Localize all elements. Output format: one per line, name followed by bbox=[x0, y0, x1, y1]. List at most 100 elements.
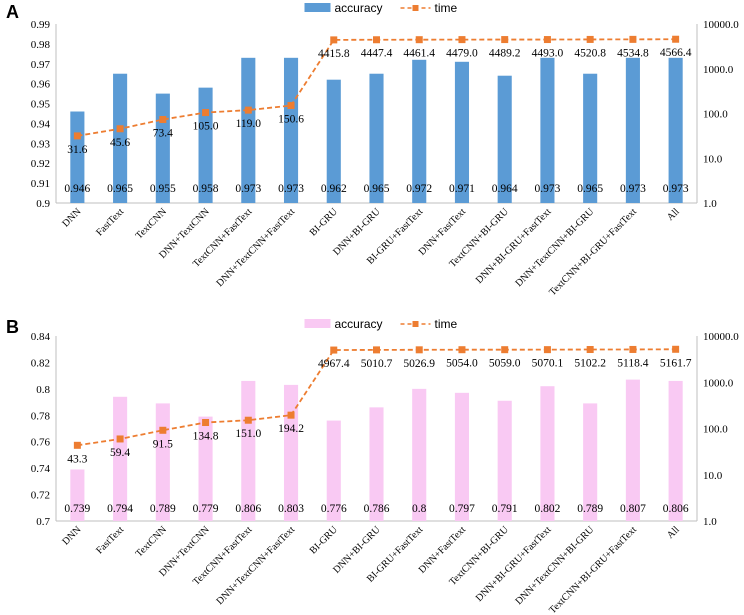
data-label-time: 105.0 bbox=[193, 121, 219, 133]
legend-time-marker bbox=[412, 321, 419, 327]
y-left-tick-label: 0.95 bbox=[31, 99, 51, 111]
bar-accuracy bbox=[369, 73, 384, 203]
bar-accuracy bbox=[155, 403, 170, 521]
legend-accuracy-swatch bbox=[304, 3, 331, 12]
bar-accuracy bbox=[113, 73, 128, 203]
data-label-accuracy: 0.789 bbox=[150, 503, 176, 515]
bar-accuracy bbox=[454, 392, 470, 521]
point-time bbox=[629, 345, 637, 353]
legend-time-marker bbox=[412, 5, 419, 11]
data-label-time: 5059.0 bbox=[489, 358, 521, 370]
x-tick-label: BI-GRU bbox=[308, 524, 341, 557]
data-label-accuracy: 0.962 bbox=[321, 183, 347, 195]
bar-accuracy bbox=[625, 379, 640, 521]
data-label-time: 4520.8 bbox=[574, 47, 606, 59]
y-left-tick-label: 0.93 bbox=[31, 138, 51, 150]
x-tick-label: BI-GRU bbox=[308, 206, 341, 239]
point-time bbox=[159, 116, 167, 124]
data-label-accuracy: 0.791 bbox=[492, 503, 518, 515]
bar-accuracy bbox=[198, 416, 213, 521]
point-time bbox=[415, 346, 423, 354]
data-label-time: 4534.8 bbox=[617, 47, 649, 59]
data-label-accuracy: 0.806 bbox=[235, 503, 261, 515]
point-time bbox=[73, 441, 81, 449]
bar-accuracy bbox=[113, 396, 128, 521]
data-label-accuracy: 0.802 bbox=[534, 503, 560, 515]
point-time bbox=[116, 125, 124, 133]
data-label-time: 134.8 bbox=[193, 431, 219, 443]
data-label-time: 31.6 bbox=[67, 144, 87, 156]
data-label-time: 91.5 bbox=[153, 438, 173, 450]
x-tick-label: DNN bbox=[60, 524, 83, 547]
x-tick-label: DNN+TextCNN+BI-GRU bbox=[513, 206, 596, 289]
point-time bbox=[458, 346, 466, 354]
bar-accuracy bbox=[583, 73, 598, 203]
y-left-tick-label: 0.98 bbox=[31, 39, 51, 51]
data-label-accuracy: 0.973 bbox=[278, 183, 304, 195]
data-label-accuracy: 0.955 bbox=[150, 183, 176, 195]
data-label-time: 4415.8 bbox=[318, 48, 350, 60]
data-label-accuracy: 0.8 bbox=[412, 503, 427, 515]
x-tick-label: All bbox=[665, 524, 682, 541]
data-label-time: 4566.4 bbox=[660, 47, 692, 59]
data-label-time: 5070.1 bbox=[532, 358, 564, 370]
y-right-tick-label: 10.0 bbox=[703, 470, 723, 482]
data-label-accuracy: 0.958 bbox=[193, 183, 219, 195]
legend-time-label: time bbox=[435, 1, 458, 15]
bar-accuracy bbox=[241, 380, 256, 521]
data-label-accuracy: 0.806 bbox=[663, 503, 689, 515]
data-label-accuracy: 0.789 bbox=[577, 503, 603, 515]
data-label-accuracy: 0.779 bbox=[193, 503, 219, 515]
data-label-time: 119.0 bbox=[236, 118, 262, 130]
data-label-accuracy: 0.794 bbox=[107, 503, 133, 515]
point-time bbox=[330, 36, 338, 44]
y-right-tick-label: 10000.0 bbox=[703, 331, 739, 343]
data-label-time: 59.4 bbox=[110, 447, 130, 459]
x-tick-label: TextCNN bbox=[134, 524, 169, 559]
point-time bbox=[244, 106, 252, 114]
data-label-accuracy: 0.946 bbox=[64, 183, 90, 195]
y-right-tick-label: 10000.0 bbox=[703, 19, 739, 31]
data-label-accuracy: 0.965 bbox=[364, 183, 390, 195]
data-label-time: 150.6 bbox=[278, 114, 304, 126]
data-label-time: 4461.4 bbox=[403, 48, 435, 60]
data-label-time: 4967.4 bbox=[318, 358, 350, 370]
point-time bbox=[287, 411, 295, 419]
legend-time-label: time bbox=[435, 317, 458, 331]
point-time bbox=[543, 36, 551, 44]
data-label-accuracy: 0.973 bbox=[620, 183, 646, 195]
data-label-accuracy: 0.965 bbox=[107, 183, 133, 195]
data-label-time: 5161.7 bbox=[660, 357, 692, 369]
data-label-time: 4489.2 bbox=[489, 48, 521, 60]
y-left-tick-label: 0.76 bbox=[31, 437, 51, 449]
point-time bbox=[458, 36, 466, 44]
data-label-accuracy: 0.964 bbox=[492, 183, 518, 195]
point-time bbox=[629, 35, 637, 43]
bar-accuracy bbox=[497, 75, 512, 203]
bar-accuracy bbox=[70, 111, 85, 203]
x-tick-label: TextCNN+BI-GRU+FastText bbox=[547, 206, 639, 298]
y-right-tick-label: 1000.0 bbox=[703, 377, 734, 389]
point-time bbox=[415, 36, 423, 44]
bar-accuracy bbox=[198, 87, 213, 203]
point-time bbox=[287, 102, 295, 110]
data-label-time: 194.2 bbox=[278, 423, 304, 435]
y-left-tick-label: 0.97 bbox=[31, 59, 51, 71]
panel-label: B bbox=[6, 317, 19, 337]
y-left-tick-label: 0.9 bbox=[36, 198, 50, 210]
data-label-time: 5118.4 bbox=[617, 357, 648, 369]
bar-accuracy bbox=[283, 384, 299, 521]
x-tick-label: DNN+TextCNN+BI-GRU bbox=[513, 524, 596, 607]
data-label-accuracy: 0.776 bbox=[321, 503, 347, 515]
y-right-tick-label: 10.0 bbox=[703, 153, 723, 165]
data-label-accuracy: 0.972 bbox=[406, 183, 432, 195]
data-label-time: 5054.0 bbox=[446, 358, 478, 370]
bar-accuracy bbox=[540, 386, 555, 521]
bar-accuracy bbox=[668, 57, 683, 203]
point-time bbox=[586, 346, 594, 354]
bar-accuracy bbox=[70, 469, 85, 521]
bar-accuracy bbox=[412, 388, 427, 521]
data-label-time: 5102.2 bbox=[574, 358, 606, 370]
y-left-tick-label: 0.8 bbox=[36, 384, 50, 396]
